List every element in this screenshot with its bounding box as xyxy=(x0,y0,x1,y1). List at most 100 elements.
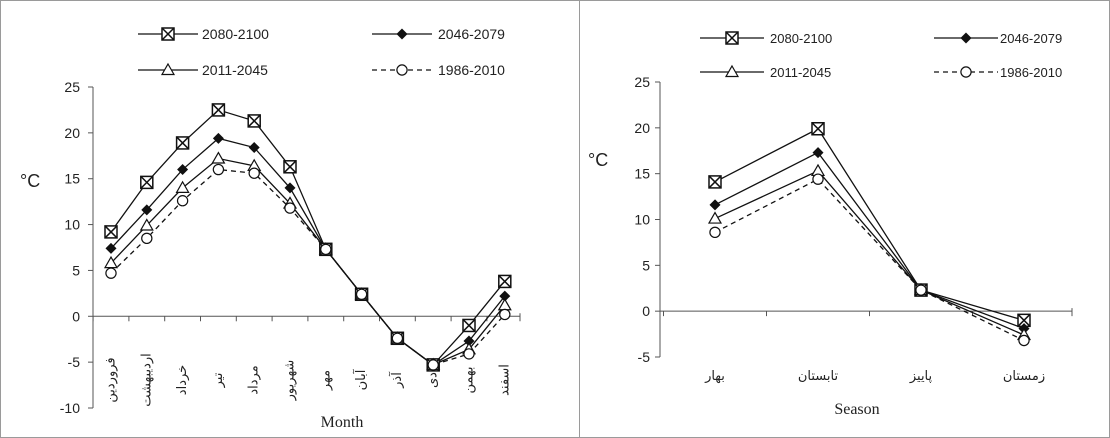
monthly-data-point-x2 xyxy=(176,136,190,150)
seasonal-legend-label: 2080-2100 xyxy=(770,31,832,46)
monthly-category-label: تیر xyxy=(211,372,226,388)
monthly-category-label: اسفند xyxy=(497,364,512,396)
monthly-data-point xyxy=(176,195,189,207)
seasonal-legend-label: 2046-2079 xyxy=(1000,31,1062,46)
monthly-data-point xyxy=(105,267,117,279)
seasonal-y-tick-label: 15 xyxy=(634,166,650,182)
monthly-y-tick-label: -5 xyxy=(68,354,81,370)
monthly-y-tick-label: 20 xyxy=(64,125,80,141)
monthly-series-line xyxy=(110,109,506,366)
monthly-data-point xyxy=(355,288,368,300)
monthly-category-label: خرداد xyxy=(175,365,190,395)
seasonal-y-tick-label: 10 xyxy=(634,212,650,228)
seasonal-data-point-shape xyxy=(709,226,721,239)
monthly-category-label: شهریور xyxy=(283,360,298,402)
seasonal-y-tick-label: 5 xyxy=(642,257,650,273)
seasonal-data-point xyxy=(708,175,722,189)
seasonal-series-line xyxy=(714,178,1025,342)
monthly-data-point xyxy=(248,142,260,154)
seasonal-y-tick-label: 25 xyxy=(634,74,650,90)
monthly-legend-label: 2011-2045 xyxy=(202,62,268,78)
monthly-category-label: مهر xyxy=(318,370,333,391)
monthly-legend-marker xyxy=(160,62,176,76)
monthly-data-point-shape xyxy=(175,180,190,193)
monthly-y-tick-label: 0 xyxy=(72,308,80,324)
monthly-y-tick-label: -10 xyxy=(60,400,80,416)
monthly-data-point xyxy=(462,318,476,333)
monthly-category-label: بهمن xyxy=(462,366,477,393)
monthly-data-point-shape xyxy=(320,243,332,256)
seasonal-legend-marker xyxy=(724,64,740,78)
monthly-data-point-shape xyxy=(141,204,153,216)
monthly-data-point-x2 xyxy=(140,175,154,189)
seasonal-legend-marker-shape xyxy=(724,64,740,78)
monthly-data-point-shape xyxy=(284,202,296,214)
monthly-data-point-x2 xyxy=(211,103,225,117)
monthly-series-line xyxy=(110,137,506,366)
monthly-legend-marker xyxy=(161,27,175,41)
seasonal-chart: -5 0 5 10 15 20 25 بهار تابستان پاییز زمستان °C Seas… xyxy=(588,31,1073,418)
seasonal-data-point-shape xyxy=(812,147,824,159)
seasonal-data-point xyxy=(709,199,721,211)
seasonal-data-point-shape xyxy=(707,211,723,224)
monthly-data-point xyxy=(499,308,511,321)
monthly-data-point xyxy=(247,114,261,128)
monthly-data-point xyxy=(463,348,475,360)
monthly-data-point xyxy=(283,160,297,174)
monthly-data-point-shape xyxy=(463,348,475,360)
monthly-data-point-shape xyxy=(177,164,189,176)
monthly-data-point-x2 xyxy=(462,318,476,332)
monthly-legend-marker xyxy=(396,64,408,76)
monthly-data-point-shape xyxy=(105,267,117,279)
seasonal-data-point-x2 xyxy=(811,122,825,136)
seasonal-data-point xyxy=(812,147,824,159)
seasonal-data-point xyxy=(915,284,927,296)
seasonal-data-point xyxy=(709,226,721,239)
monthly-data-point xyxy=(212,132,224,144)
monthly-data-point xyxy=(140,175,154,190)
monthly-data-point xyxy=(177,164,189,176)
monthly-data-point-x2 xyxy=(247,114,261,128)
seasonal-legend-marker-shape xyxy=(960,32,972,44)
monthly-data-point xyxy=(498,274,512,289)
seasonal-category-label: پاییز xyxy=(909,369,933,384)
seasonal-data-point-shape xyxy=(1018,334,1030,347)
monthly-data-point xyxy=(175,180,190,193)
monthly-data-point xyxy=(211,103,226,117)
monthly-data-point-shape xyxy=(355,288,368,300)
monthly-data-point-x2 xyxy=(283,160,297,174)
monthly-data-point xyxy=(212,163,225,176)
seasonal-legend-marker xyxy=(960,32,972,44)
monthly-series-line xyxy=(110,168,506,366)
seasonal-legend-marker-x2 xyxy=(725,31,739,45)
monthly-data-point xyxy=(391,332,404,344)
monthly-data-point-shape xyxy=(141,232,153,245)
panel-divider xyxy=(579,0,580,438)
monthly-category-label: آبان xyxy=(352,368,369,390)
monthly-data-point xyxy=(139,218,154,231)
monthly-data-point-shape xyxy=(499,308,511,321)
monthly-data-point-shape xyxy=(248,167,260,179)
monthly-data-point-shape xyxy=(427,359,439,371)
monthly-data-point-shape xyxy=(212,132,224,144)
seasonal-data-point-shape xyxy=(812,173,824,185)
monthly-category-label: فروردین xyxy=(104,357,119,402)
monthly-y-tick-label: 25 xyxy=(64,79,80,95)
monthly-data-point-shape xyxy=(284,182,296,194)
seasonal-series-line xyxy=(714,151,1025,330)
monthly-data-point-x2 xyxy=(104,225,118,239)
monthly-data-point xyxy=(141,232,153,245)
monthly-x-axis-title: Month xyxy=(321,414,364,431)
seasonal-legend-marker xyxy=(725,31,739,45)
seasonal-y-tick-label: 20 xyxy=(634,120,650,136)
seasonal-legend-marker xyxy=(960,66,972,78)
seasonal-data-point-x2 xyxy=(708,175,722,189)
monthly-y-tick-label: 5 xyxy=(72,262,80,278)
seasonal-data-point xyxy=(1018,334,1030,347)
monthly-data-point xyxy=(248,167,260,179)
monthly-data-point-shape xyxy=(176,195,189,207)
monthly-category-label: مرداد xyxy=(247,365,262,394)
monthly-y-axis-title: °C xyxy=(20,171,40,191)
monthly-data-point-shape xyxy=(391,332,404,344)
